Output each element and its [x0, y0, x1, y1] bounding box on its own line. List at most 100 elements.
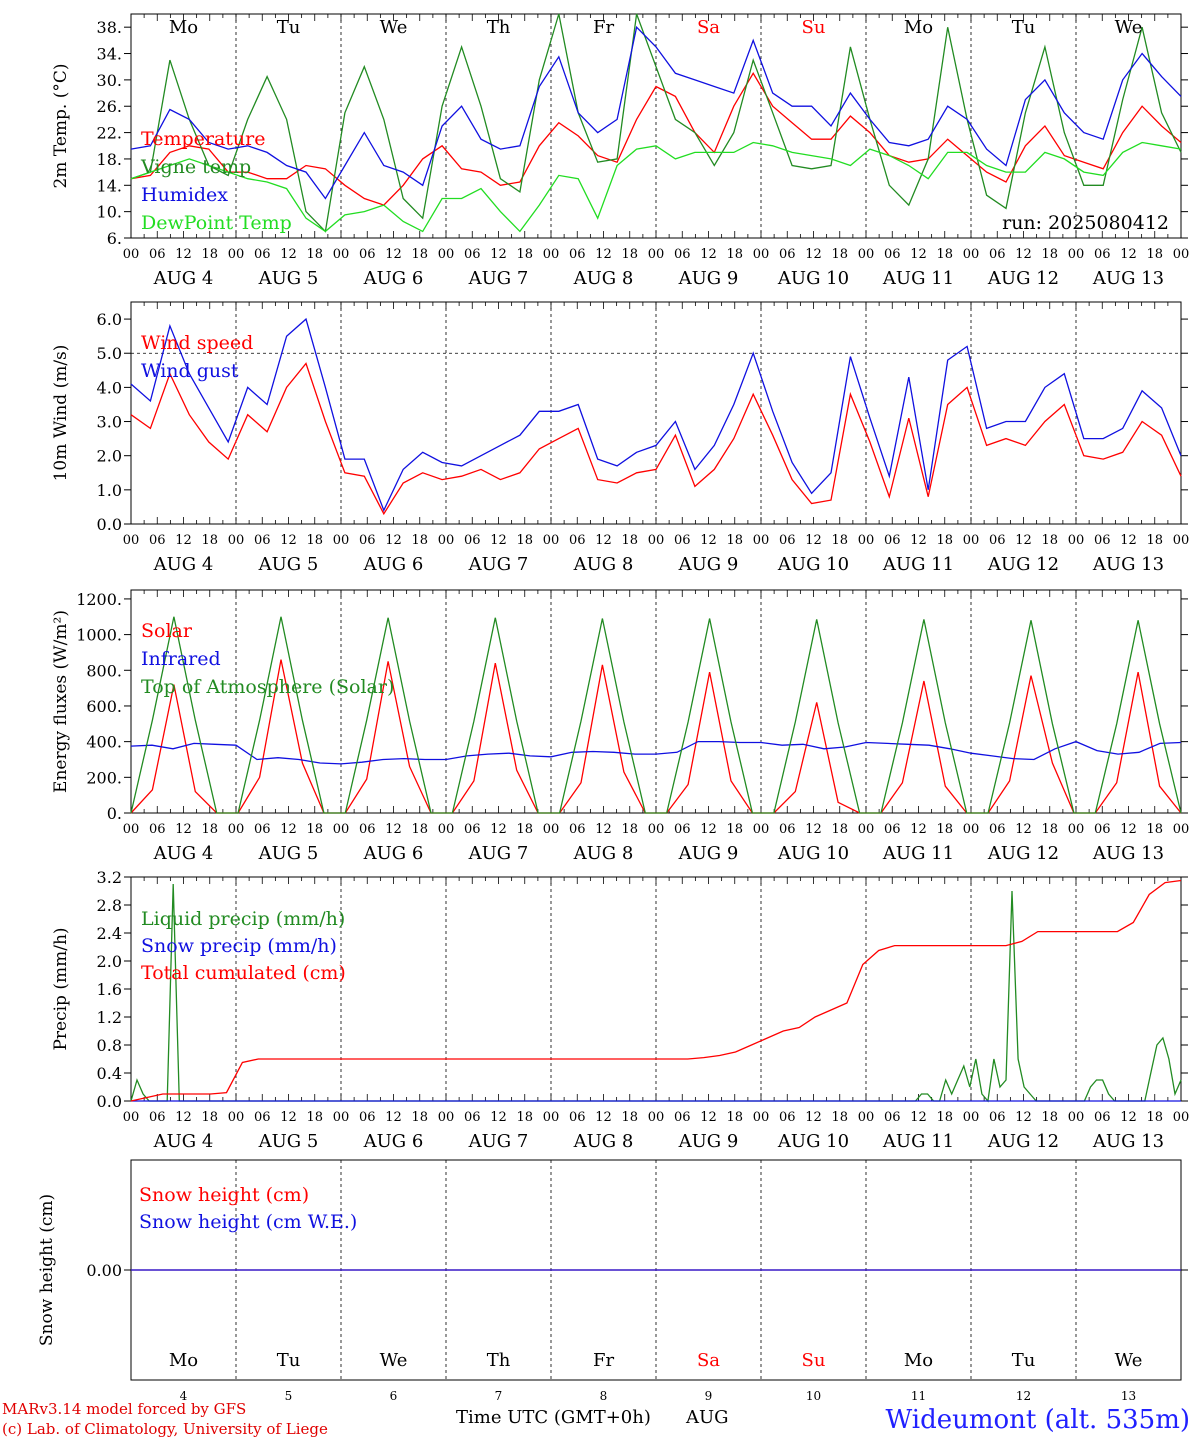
- hour-label: 12: [910, 533, 927, 548]
- y-tick-label: 0.0: [97, 515, 122, 534]
- hour-label: 18: [411, 533, 428, 548]
- hour-label: 00: [648, 822, 665, 837]
- y-tick-label: 1.6: [97, 980, 122, 999]
- date-label: AUG 10: [777, 268, 849, 289]
- legend-entry: Liquid precip (mm/h): [141, 908, 345, 930]
- date-label: AUG 13: [1092, 843, 1164, 864]
- hour-label: 12: [385, 247, 402, 262]
- hour-label: 00: [753, 1110, 770, 1125]
- y-tick-label: 0.00: [86, 1261, 122, 1280]
- y-tick-label: 1200.: [76, 590, 122, 609]
- y-tick-label: 1000.: [76, 626, 122, 645]
- month-label: AUG: [685, 1407, 729, 1428]
- y-axis-label: Energy fluxes (W/m²): [51, 610, 71, 793]
- hour-label: 18: [516, 247, 533, 262]
- date-label: AUG 7: [468, 268, 529, 289]
- y-tick-label: 2.4: [97, 924, 122, 943]
- y-tick-label: 34.: [97, 45, 122, 64]
- hour-label: 18: [1041, 1110, 1058, 1125]
- y-tick-label: 1.2: [97, 1008, 122, 1027]
- hour-label: 12: [1120, 1110, 1137, 1125]
- hour-label: 18: [831, 1110, 848, 1125]
- hour-label: 18: [411, 247, 428, 262]
- hour-label: 12: [490, 1110, 507, 1125]
- hour-label: 00: [228, 1110, 245, 1125]
- y-tick-label: 38.: [97, 18, 122, 37]
- date-label: AUG 9: [678, 554, 739, 575]
- hour-label: 06: [569, 1110, 586, 1125]
- date-label: AUG 9: [678, 268, 739, 289]
- hour-label: 00: [753, 533, 770, 548]
- hour-label: 00: [438, 247, 455, 262]
- y-tick-label: 800.: [86, 661, 122, 680]
- hour-label: 00: [753, 247, 770, 262]
- hour-label: 12: [700, 247, 717, 262]
- hour-label: 00: [963, 533, 980, 548]
- y-tick-label: 2.0: [97, 447, 122, 466]
- series-line-blue: [130, 740, 1182, 765]
- hour-label: 06: [149, 247, 166, 262]
- hour-label: 18: [516, 533, 533, 548]
- y-tick-label: 26.: [97, 97, 122, 116]
- hour-label: 18: [201, 247, 218, 262]
- legend-entry: Solar: [141, 620, 193, 642]
- day-number-label: 12: [1016, 1389, 1031, 1403]
- hour-label: 00: [123, 247, 140, 262]
- hour-label: 18: [621, 247, 638, 262]
- hour-label: 18: [621, 1110, 638, 1125]
- hour-label: 18: [1146, 822, 1163, 837]
- day-of-week-label: Th: [487, 1350, 511, 1371]
- date-label: AUG 13: [1092, 554, 1164, 575]
- hour-label: 00: [1068, 1110, 1085, 1125]
- legend-entry: DewPoint Temp: [141, 212, 292, 234]
- hour-label: 00: [963, 822, 980, 837]
- y-tick-label: 10.: [97, 203, 122, 222]
- date-label: AUG 7: [468, 554, 529, 575]
- hour-label: 18: [831, 822, 848, 837]
- hour-label: 06: [569, 247, 586, 262]
- day-number-label: 9: [705, 1389, 713, 1403]
- hour-label: 06: [779, 533, 796, 548]
- hour-label: 18: [936, 1110, 953, 1125]
- date-label: AUG 8: [573, 843, 634, 864]
- date-label: AUG 11: [882, 843, 954, 864]
- hour-label: 06: [149, 1110, 166, 1125]
- hour-label: 12: [385, 1110, 402, 1125]
- date-label: AUG 11: [882, 268, 954, 289]
- y-tick-label: 400.: [86, 733, 122, 752]
- series-line-lightgreen: [130, 141, 1182, 233]
- run-label: run: 2025080412: [1002, 212, 1169, 234]
- hour-label: 18: [726, 533, 743, 548]
- hour-label: 06: [359, 247, 376, 262]
- hour-label: 12: [910, 822, 927, 837]
- hour-label: 06: [254, 533, 271, 548]
- footer: MARv3.14 model forced by GFS (c) Lab. of …: [2, 1400, 1190, 1438]
- date-label: AUG 8: [573, 268, 634, 289]
- hour-label: 06: [674, 1110, 691, 1125]
- date-label: AUG 7: [468, 843, 529, 864]
- date-label: AUG 6: [363, 554, 424, 575]
- y-tick-label: 0.8: [97, 1036, 122, 1055]
- hour-label: 00: [123, 1110, 140, 1125]
- hour-label: 00: [333, 822, 350, 837]
- y-axis-label: Snow height (cm): [37, 1194, 57, 1346]
- hour-label: 18: [936, 533, 953, 548]
- hour-label: 18: [831, 533, 848, 548]
- hour-label: 00: [858, 822, 875, 837]
- hour-label: 06: [1094, 822, 1111, 837]
- hour-label: 12: [700, 1110, 717, 1125]
- hour-label: 12: [175, 822, 192, 837]
- hour-label: 06: [1094, 1110, 1111, 1125]
- hour-label: 00: [228, 533, 245, 548]
- hour-label: 06: [989, 1110, 1006, 1125]
- series-line-green: [130, 616, 1182, 814]
- series-line-red: [130, 72, 1182, 206]
- hour-label: 12: [280, 247, 297, 262]
- day-number-label: 11: [911, 1389, 926, 1403]
- hour-label: 12: [175, 247, 192, 262]
- hour-label: 00: [333, 533, 350, 548]
- day-of-week-label: Mo: [169, 17, 198, 38]
- time-axis-title: Time UTC (GMT+0h): [456, 1407, 651, 1428]
- hour-label: 00: [858, 247, 875, 262]
- hour-label: 00: [1173, 533, 1190, 548]
